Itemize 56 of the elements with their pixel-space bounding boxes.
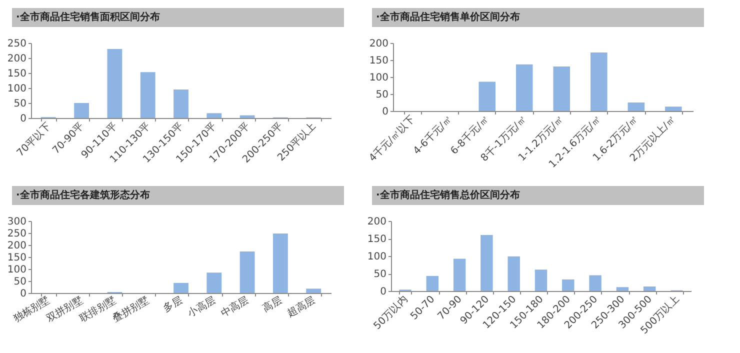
y-tick-label: 300	[7, 216, 26, 228]
y-tick-label: 100	[369, 72, 388, 84]
bar	[589, 275, 602, 291]
bar	[206, 113, 222, 118]
y-tick-label: 0	[382, 106, 388, 118]
y-tick-label: 150	[7, 68, 26, 80]
bar	[628, 102, 645, 111]
chart-title: ·全市商品住宅销售面积区间分布	[12, 8, 344, 27]
bar	[272, 233, 288, 293]
chart-title: ·全市商品住宅销售总价区间分布	[372, 186, 704, 205]
x-tick-label: 多层	[161, 294, 184, 315]
y-tick-label: 200	[7, 240, 26, 252]
x-tick-label: 超高层	[285, 294, 318, 320]
y-tick-label: 150	[367, 234, 386, 245]
bar	[174, 90, 188, 118]
bar	[426, 276, 439, 291]
bar	[643, 286, 656, 291]
y-tick-label: 250	[7, 228, 26, 240]
chart-title: ·全市商品住宅销售单价区间分布	[372, 8, 704, 27]
bar	[562, 279, 574, 291]
x-tick-label: 小高层	[186, 294, 218, 320]
bar	[306, 288, 322, 293]
y-tick-label: 100	[367, 252, 386, 262]
bar	[240, 251, 255, 293]
y-tick-label: 200	[367, 216, 386, 228]
y-tick-label: 100	[7, 264, 26, 276]
bar	[140, 72, 156, 118]
y-tick-label: 50	[376, 90, 388, 100]
bar	[453, 258, 466, 291]
bar	[206, 272, 222, 293]
y-tick-label: 50	[14, 276, 26, 288]
bar	[240, 115, 255, 118]
bar	[508, 256, 520, 291]
bar	[553, 66, 570, 111]
y-tick-label: 100	[7, 84, 26, 94]
y-tick-label: 200	[369, 38, 388, 50]
bar	[107, 49, 122, 118]
bar	[590, 52, 608, 111]
y-tick-label: 50	[14, 98, 26, 110]
bar	[480, 235, 493, 291]
y-tick-label: 50	[374, 269, 386, 280]
bar	[74, 103, 90, 118]
y-tick-label: 150	[7, 252, 26, 264]
bar	[665, 106, 682, 111]
y-tick-label: 0	[20, 288, 26, 300]
y-tick-label: 250	[7, 38, 26, 50]
bar	[516, 64, 533, 111]
bar	[478, 82, 496, 111]
x-tick-label: 中高层	[218, 294, 251, 320]
bar	[534, 270, 548, 291]
bar	[174, 282, 188, 293]
bar	[616, 287, 629, 291]
y-tick-label: 150	[369, 56, 388, 66]
chart-title: ·全市商品住宅各建筑形态分布	[12, 186, 344, 205]
y-tick-label: 200	[7, 54, 26, 64]
x-tick-label: 高层	[260, 294, 284, 315]
